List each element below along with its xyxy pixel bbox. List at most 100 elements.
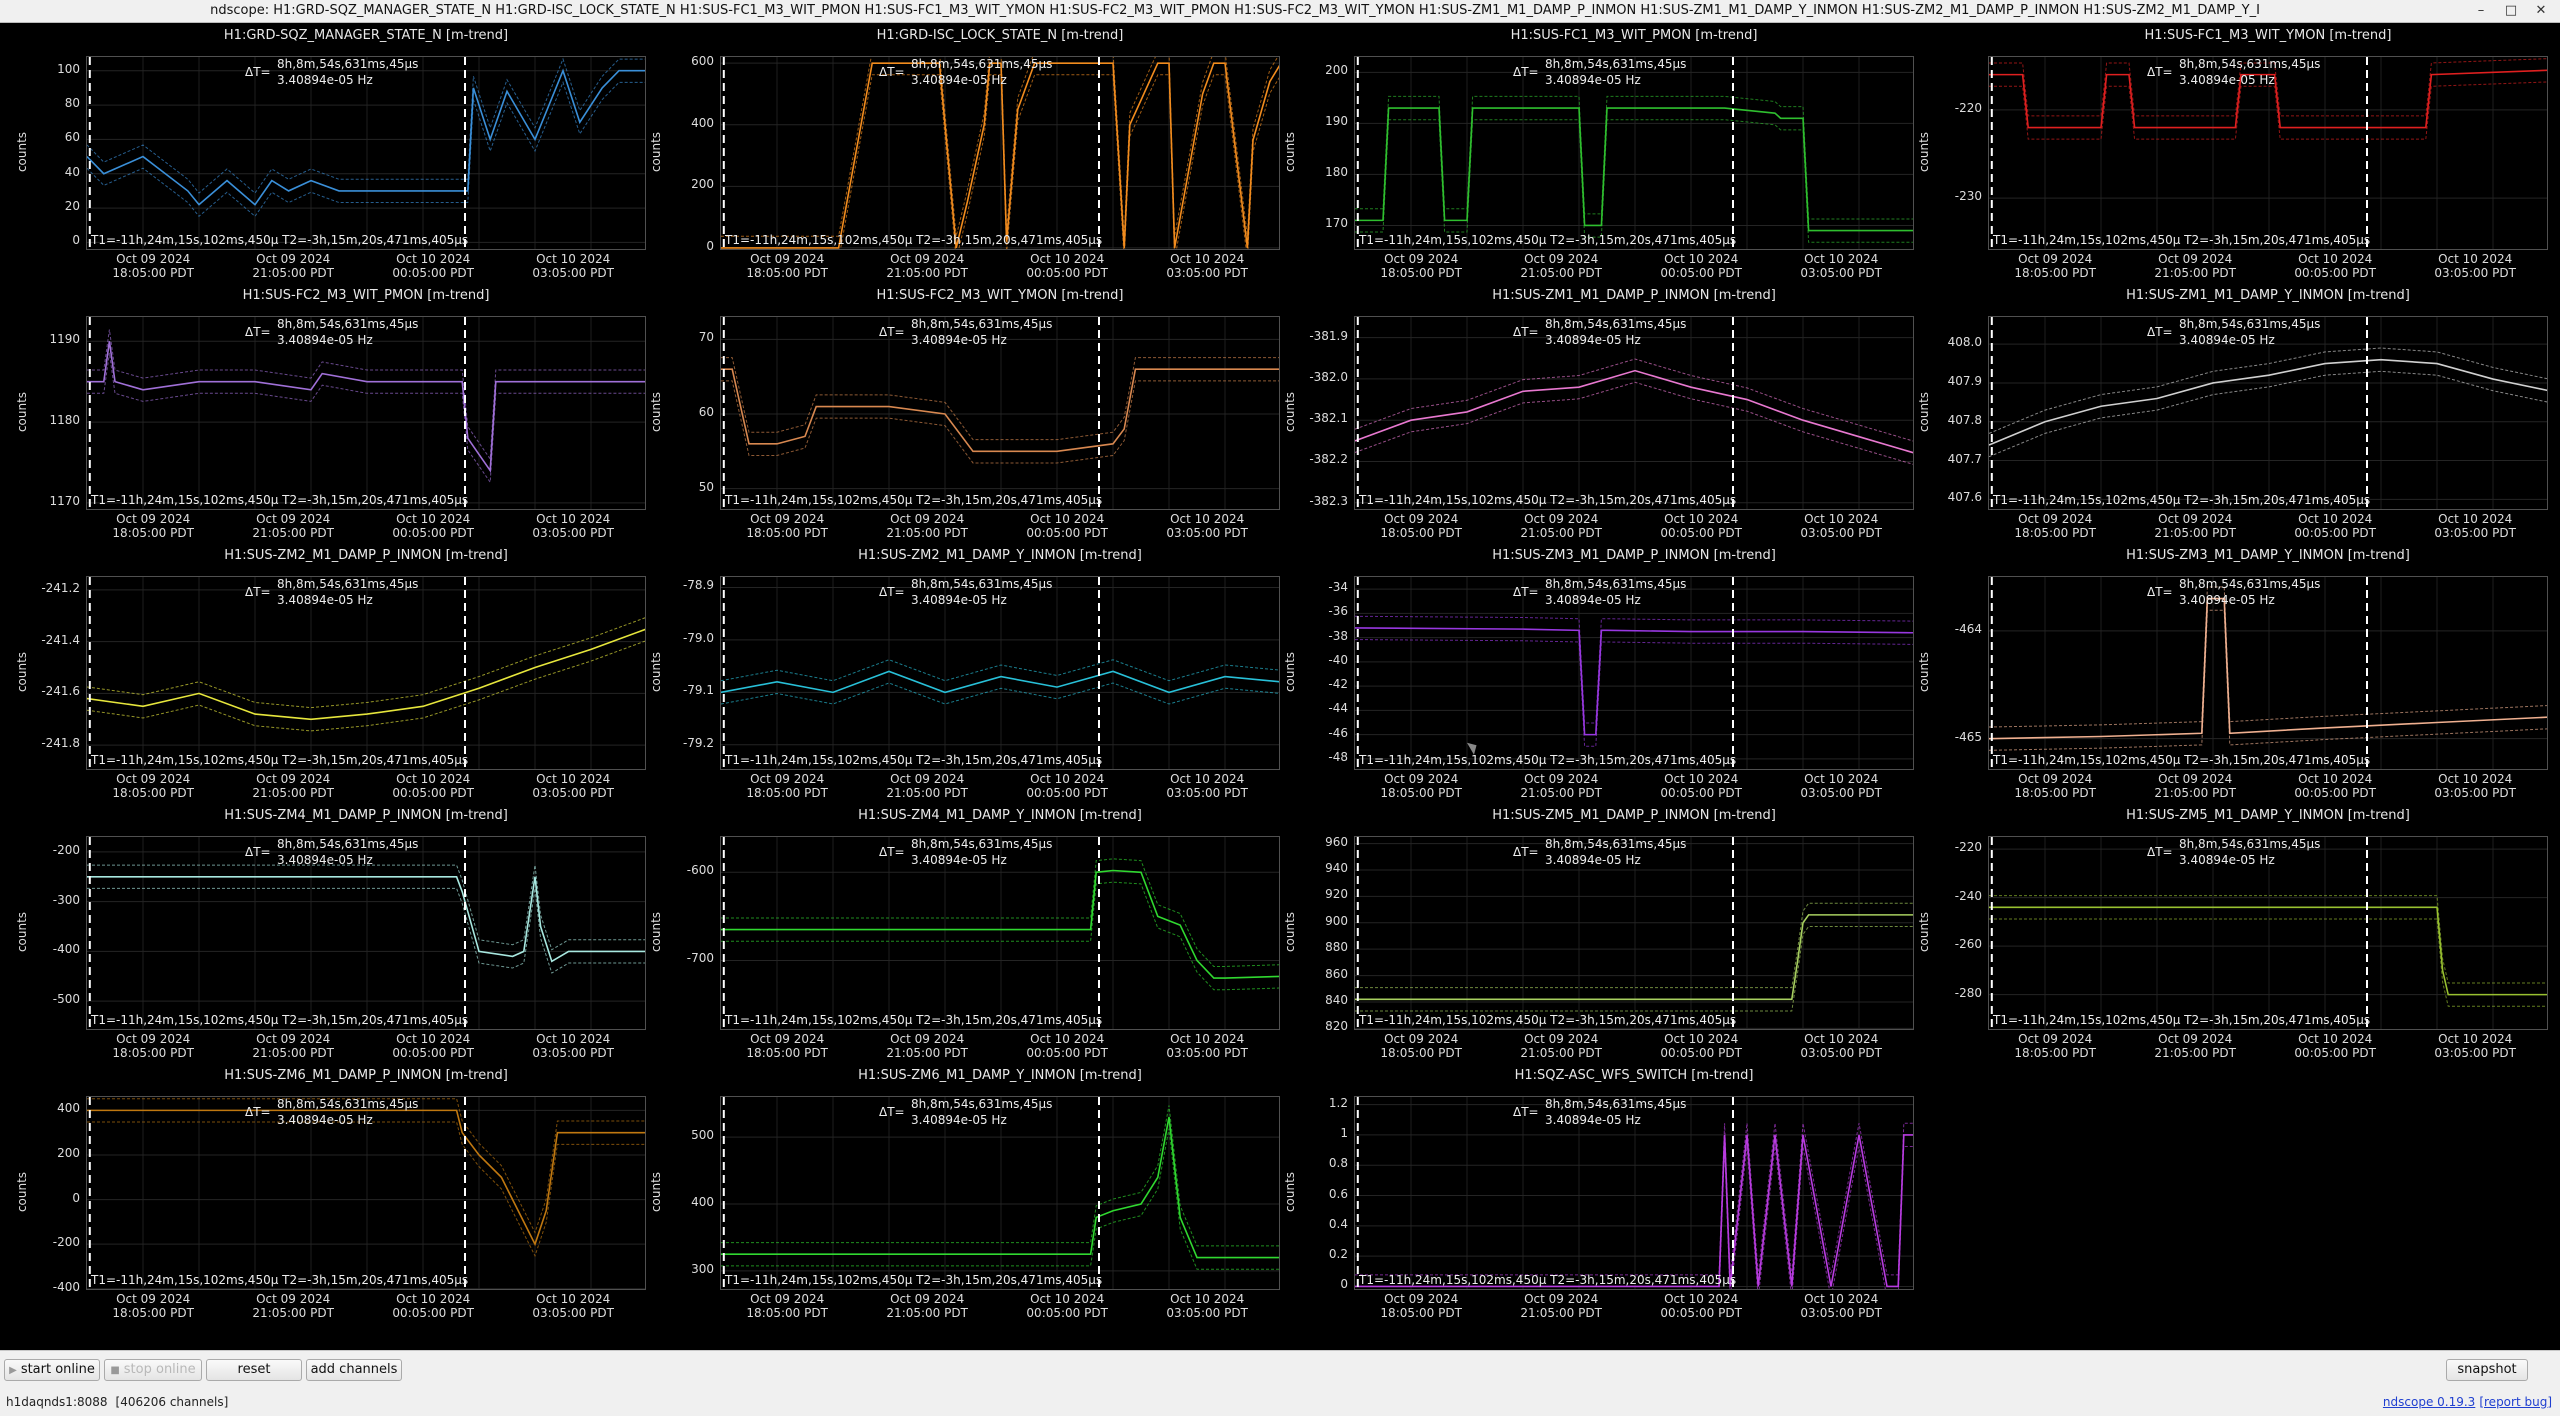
plot-panel[interactable]: H1:SUS-ZM2_M1_DAMP_Y_INMON [m-trend] coun…: [636, 543, 1280, 803]
series-envelope-line: [1989, 918, 2547, 1007]
plot-grid[interactable]: H1:GRD-SQZ_MANAGER_STATE_N [m-trend] coun…: [0, 23, 2560, 1350]
plot-panel[interactable]: H1:SUS-ZM3_M1_DAMP_Y_INMON [m-trend] coun…: [1904, 543, 2548, 803]
x-tick-date: Oct 09 2024: [750, 1292, 825, 1306]
delta-frequency: 3.40894e-05 Hz: [1545, 333, 1641, 347]
add-channels-button[interactable]: add channels: [306, 1359, 402, 1381]
plot-viewbox[interactable]: ΔT= 8h,8m,54s,631ms,45μs 3.40894e-05 Hz T1=…: [1988, 56, 2548, 250]
plot-viewbox[interactable]: ΔT= 8h,8m,54s,631ms,45μs 3.40894e-05 Hz T1=…: [1354, 316, 1914, 510]
y-tick-label: 80: [64, 96, 80, 111]
plot-panel[interactable]: H1:SUS-ZM4_M1_DAMP_Y_INMON [m-trend] coun…: [636, 803, 1280, 1063]
reset-button[interactable]: reset: [206, 1359, 302, 1381]
plot-title: H1:SUS-FC2_M3_WIT_YMON [m-trend]: [876, 288, 1124, 303]
plot-panel[interactable]: H1:SUS-FC1_M3_WIT_YMON [m-trend] counts -2…: [1904, 23, 2548, 283]
x-tick-date: Oct 10 2024: [536, 1032, 611, 1046]
delta-label: ΔT=: [245, 65, 271, 79]
plot-panel[interactable]: H1:SUS-ZM6_M1_DAMP_P_INMON [m-trend] coun…: [2, 1063, 646, 1323]
series-mean-line: [1989, 906, 2547, 996]
snapshot-button[interactable]: snapshot: [2446, 1359, 2528, 1381]
y-tick-label: 900: [1325, 913, 1348, 928]
plot-viewbox[interactable]: ΔT= 8h,8m,54s,631ms,45μs 3.40894e-05 Hz T1=…: [86, 836, 646, 1030]
start-online-button[interactable]: ▶ start online: [4, 1359, 100, 1381]
x-tick-label: Oct 10 2024 03:05:00 PDT: [1162, 1032, 1252, 1060]
version-label[interactable]: ndscope 0.19.3: [2382, 1395, 2476, 1409]
y-tick-label: 190: [1325, 114, 1348, 129]
y-tick-label: -382.1: [1309, 411, 1348, 426]
plot-panel[interactable]: H1:SUS-FC2_M3_WIT_PMON [m-trend] counts 11…: [2, 283, 646, 543]
report-bug-link[interactable]: [report bug]: [2479, 1395, 2552, 1409]
plot-viewbox[interactable]: ΔT= 8h,8m,54s,631ms,45μs 3.40894e-05 Hz T1=…: [720, 316, 1280, 510]
plot-panel[interactable]: H1:SUS-ZM2_M1_DAMP_P_INMON [m-trend] coun…: [2, 543, 646, 803]
y-tick-label: -78.9: [682, 578, 714, 593]
y-tick-label: -382.0: [1309, 369, 1348, 384]
maximize-button[interactable]: □: [2504, 3, 2518, 18]
x-tick-time: 21:05:00 PDT: [886, 786, 968, 800]
x-tick-time: 21:05:00 PDT: [2154, 526, 2236, 540]
plot-viewbox[interactable]: ΔT= 8h,8m,54s,631ms,45μs 3.40894e-05 Hz T1=…: [1988, 576, 2548, 770]
x-tick-time: 00:05:00 PDT: [1660, 1046, 1742, 1060]
x-tick-date: Oct 10 2024: [2298, 772, 2373, 786]
plot-viewbox[interactable]: ΔT= 8h,8m,54s,631ms,45μs 3.40894e-05 Hz T1=…: [86, 56, 646, 250]
plot-panel[interactable]: H1:GRD-ISC_LOCK_STATE_N [m-trend] counts 6…: [636, 23, 1280, 283]
plot-viewbox[interactable]: ΔT= 8h,8m,54s,631ms,45μs 3.40894e-05 Hz T1=…: [1354, 1096, 1914, 1290]
delta-label: ΔT=: [879, 845, 905, 859]
delta-frequency: 3.40894e-05 Hz: [277, 333, 373, 347]
y-tick-label: -79.0: [682, 630, 714, 645]
window-titlebar: ndscope: H1:GRD-SQZ_MANAGER_STATE_N H1:G…: [0, 0, 2560, 23]
series-envelope-line: [87, 80, 645, 218]
x-tick-time: 18:05:00 PDT: [2014, 526, 2096, 540]
version-link[interactable]: ndscope 0.19.3 [report bug]: [2379, 1395, 2552, 1409]
plot-viewbox[interactable]: ΔT= 8h,8m,54s,631ms,45μs 3.40894e-05 Hz T1=…: [1988, 836, 2548, 1030]
x-tick-date: Oct 10 2024: [1804, 1292, 1879, 1306]
plot-panel[interactable]: H1:SUS-ZM6_M1_DAMP_Y_INMON [m-trend] coun…: [636, 1063, 1280, 1323]
plot-viewbox[interactable]: ΔT= 8h,8m,54s,631ms,45μs 3.40894e-05 Hz T1=…: [1354, 56, 1914, 250]
y-tick-label: 40: [64, 164, 80, 179]
plot-viewbox[interactable]: ΔT= 8h,8m,54s,631ms,45μs 3.40894e-05 Hz T1=…: [1354, 576, 1914, 770]
plot-viewbox[interactable]: ΔT= 8h,8m,54s,631ms,45μs 3.40894e-05 Hz T1=…: [86, 316, 646, 510]
plot-svg: [1355, 317, 1913, 509]
x-tick-time: 21:05:00 PDT: [2154, 1046, 2236, 1060]
x-tick-label: Oct 09 2024 18:05:00 PDT: [2010, 1032, 2100, 1060]
time-cursor-readout: T1=-11h,24m,15s,102ms,450μ T2=-3h,15m,20…: [1993, 1013, 2371, 1027]
y-tick-label: 0: [72, 233, 80, 248]
plot-viewbox[interactable]: ΔT= 8h,8m,54s,631ms,45μs 3.40894e-05 Hz T1=…: [1988, 316, 2548, 510]
plot-panel[interactable]: H1:SUS-FC1_M3_WIT_PMON [m-trend] counts 20…: [1270, 23, 1914, 283]
plot-viewbox[interactable]: ΔT= 8h,8m,54s,631ms,45μs 3.40894e-05 Hz T1=…: [86, 576, 646, 770]
minimize-button[interactable]: –: [2477, 3, 2485, 18]
close-button[interactable]: ✕: [2535, 3, 2547, 18]
series-envelope-line: [1355, 615, 1913, 724]
plot-viewbox[interactable]: ΔT= 8h,8m,54s,631ms,45μs 3.40894e-05 Hz T1=…: [720, 836, 1280, 1030]
y-tick-label: 960: [1325, 834, 1348, 849]
x-tick-time: 21:05:00 PDT: [2154, 266, 2236, 280]
plot-viewbox[interactable]: ΔT= 8h,8m,54s,631ms,45μs 3.40894e-05 Hz T1=…: [86, 1096, 646, 1290]
plot-panel[interactable]: H1:SUS-ZM1_M1_DAMP_Y_INMON [m-trend] coun…: [1904, 283, 2548, 543]
x-tick-time: 00:05:00 PDT: [392, 1306, 474, 1320]
plot-viewbox[interactable]: ΔT= 8h,8m,54s,631ms,45μs 3.40894e-05 Hz T1=…: [1354, 836, 1914, 1030]
plot-panel[interactable]: H1:SUS-ZM5_M1_DAMP_P_INMON [m-trend] coun…: [1270, 803, 1914, 1063]
series-envelope-line: [87, 887, 645, 974]
x-tick-date: Oct 09 2024: [750, 772, 825, 786]
y-tick-label: -241.4: [41, 632, 80, 647]
x-tick-time: 18:05:00 PDT: [746, 266, 828, 280]
plot-panel[interactable]: H1:SUS-ZM5_M1_DAMP_Y_INMON [m-trend] coun…: [1904, 803, 2548, 1063]
delta-frequency: 3.40894e-05 Hz: [277, 853, 373, 867]
plot-panel[interactable]: H1:SQZ-ASC_WFS_SWITCH [m-trend] counts 1.2…: [1270, 1063, 1914, 1323]
plot-viewbox[interactable]: ΔT= 8h,8m,54s,631ms,45μs 3.40894e-05 Hz T1=…: [720, 576, 1280, 770]
y-tick-label: -241.8: [41, 736, 80, 751]
plot-panel[interactable]: H1:GRD-SQZ_MANAGER_STATE_N [m-trend] coun…: [2, 23, 646, 283]
plot-viewbox[interactable]: ΔT= 8h,8m,54s,631ms,45μs 3.40894e-05 Hz T1=…: [720, 56, 1280, 250]
x-tick-time: 03:05:00 PDT: [1166, 526, 1248, 540]
x-tick-time: 18:05:00 PDT: [746, 1306, 828, 1320]
x-tick-date: Oct 09 2024: [890, 772, 965, 786]
x-tick-date: Oct 09 2024: [2158, 252, 2233, 266]
plot-viewbox[interactable]: ΔT= 8h,8m,54s,631ms,45μs 3.40894e-05 Hz T1=…: [720, 1096, 1280, 1290]
plot-panel[interactable]: H1:SUS-ZM3_M1_DAMP_P_INMON [m-trend] coun…: [1270, 543, 1914, 803]
plot-panel[interactable]: H1:SUS-ZM1_M1_DAMP_P_INMON [m-trend] coun…: [1270, 283, 1914, 543]
plot-panel[interactable]: H1:SUS-ZM4_M1_DAMP_P_INMON [m-trend] coun…: [2, 803, 646, 1063]
series-mean-line: [1355, 627, 1913, 736]
series-envelope-line: [1355, 95, 1913, 220]
x-tick-time: 18:05:00 PDT: [1380, 1046, 1462, 1060]
x-tick-date: Oct 10 2024: [1664, 1032, 1739, 1046]
plot-panel[interactable]: H1:SUS-FC2_M3_WIT_YMON [m-trend] counts 70…: [636, 283, 1280, 543]
y-tick-label: 0.6: [1328, 1186, 1348, 1201]
x-tick-date: Oct 09 2024: [2158, 772, 2233, 786]
